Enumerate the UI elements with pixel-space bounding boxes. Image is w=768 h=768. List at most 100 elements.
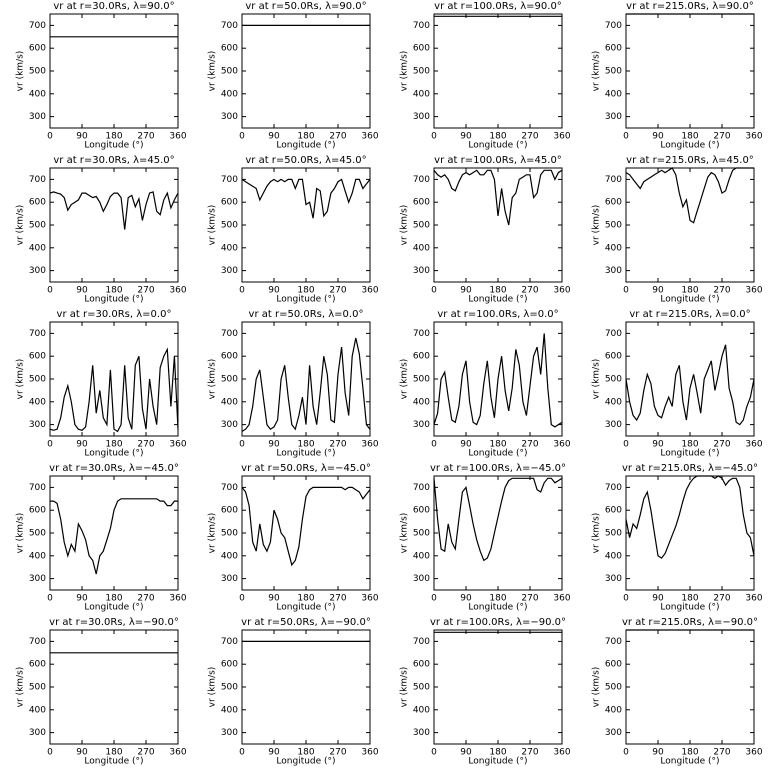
y-tick-label: 700 [413,483,430,493]
data-line [241,486,371,567]
x-tick-label: 90 [460,440,472,450]
y-axis-label: vr (km/s) [208,205,218,246]
y-tick-label: 300 [29,266,46,276]
plot-frame [49,321,179,437]
y-tick-label: 400 [413,243,430,253]
panel-title: vr at r=100.0Rs, λ=0.0° [437,309,558,320]
x-axis-label: Longitude (°) [276,449,335,459]
y-tick-label: 600 [413,198,430,208]
panel-title: vr at r=30.0Rs, λ=45.0° [53,155,174,166]
x-tick-label: 270 [521,594,538,604]
plot-frame [433,475,563,591]
x-tick-label: 360 [745,440,762,450]
panel-title: vr at r=50.0Rs, λ=0.0° [249,309,364,320]
y-tick-label: 400 [413,89,430,99]
x-tick-label: 270 [137,748,154,758]
x-tick-label: 90 [460,594,472,604]
x-tick-label: 90 [76,132,88,142]
x-axis-label: Longitude (°) [468,757,527,767]
x-axis-label: Longitude (°) [84,603,143,613]
x-tick-label: 0 [47,748,53,758]
data-line [625,475,755,559]
x-tick-label: 180 [105,440,122,450]
y-tick-label: 700 [605,175,622,185]
y-tick-label: 500 [413,67,430,77]
y-axis-label: vr (km/s) [16,205,26,246]
x-tick-label: 180 [297,286,314,296]
y-tick-label: 300 [221,728,238,738]
y-tick-label: 300 [605,420,622,430]
y-tick-label: 500 [605,67,622,77]
y-tick-label: 400 [29,243,46,253]
x-tick-label: 0 [239,132,245,142]
y-tick-label: 300 [605,266,622,276]
y-tick-label: 300 [29,112,46,122]
x-tick-label: 90 [460,132,472,142]
panel-title: vr at r=30.0Rs, λ=90.0° [53,1,174,12]
y-tick-label: 300 [605,728,622,738]
x-tick-label: 90 [652,132,664,142]
y-tick-label: 600 [605,506,622,516]
y-tick-label: 400 [29,89,46,99]
x-tick-label: 360 [169,132,186,142]
y-tick-label: 300 [413,112,430,122]
y-tick-label: 300 [413,728,430,738]
y-tick-label: 300 [605,112,622,122]
y-tick-label: 600 [29,506,46,516]
x-tick-label: 90 [76,748,88,758]
x-tick-label: 0 [431,594,437,604]
panel-title: vr at r=215.0Rs, λ=−90.0° [622,617,758,628]
y-tick-label: 600 [413,44,430,54]
y-tick-label: 500 [221,221,238,231]
x-tick-label: 360 [745,748,762,758]
x-tick-label: 270 [137,440,154,450]
data-line [50,498,178,575]
x-tick-label: 0 [239,594,245,604]
x-axis-label: Longitude (°) [468,603,527,613]
y-tick-label: 400 [29,551,46,561]
x-axis-label: Longitude (°) [660,603,719,613]
plot-frame [433,629,563,745]
y-tick-label: 300 [413,420,430,430]
x-tick-label: 180 [297,440,314,450]
x-tick-label: 180 [297,594,314,604]
x-tick-label: 90 [652,594,664,604]
y-tick-label: 500 [605,683,622,693]
data-line [49,191,179,230]
x-tick-label: 360 [745,132,762,142]
x-tick-label: 360 [169,748,186,758]
panel-title: vr at r=50.0Rs, λ=−45.0° [241,463,371,474]
plot-frame [433,167,563,283]
panel-title: vr at r=50.0Rs, λ=90.0° [245,1,366,12]
panel-title: vr at r=100.0Rs, λ=90.0° [434,1,562,12]
x-tick-label: 360 [361,748,378,758]
y-tick-label: 300 [605,574,622,584]
x-tick-label: 0 [431,132,437,142]
y-tick-label: 600 [221,660,238,670]
x-axis-label: Longitude (°) [84,295,143,305]
plot-frame [433,13,563,129]
x-tick-label: 360 [553,440,570,450]
x-tick-label: 180 [489,132,506,142]
x-tick-label: 270 [329,132,346,142]
panel-title: vr at r=30.0Rs, λ=−90.0° [49,617,179,628]
x-tick-label: 0 [431,286,437,296]
y-tick-label: 700 [29,483,46,493]
plot-frame [49,13,179,129]
x-tick-label: 90 [268,440,280,450]
y-tick-label: 700 [221,21,238,31]
panel-title: vr at r=100.0Rs, λ=−45.0° [430,463,566,474]
plot-frame [49,475,179,591]
x-tick-label: 180 [681,440,698,450]
y-tick-label: 600 [605,44,622,54]
y-tick-label: 400 [605,397,622,407]
x-tick-label: 180 [489,440,506,450]
x-tick-label: 270 [521,440,538,450]
y-tick-label: 700 [413,329,430,339]
x-tick-label: 0 [623,748,629,758]
data-line [433,169,563,226]
y-tick-label: 700 [413,175,430,185]
y-axis-label: vr (km/s) [592,513,602,554]
y-tick-label: 700 [413,21,430,31]
